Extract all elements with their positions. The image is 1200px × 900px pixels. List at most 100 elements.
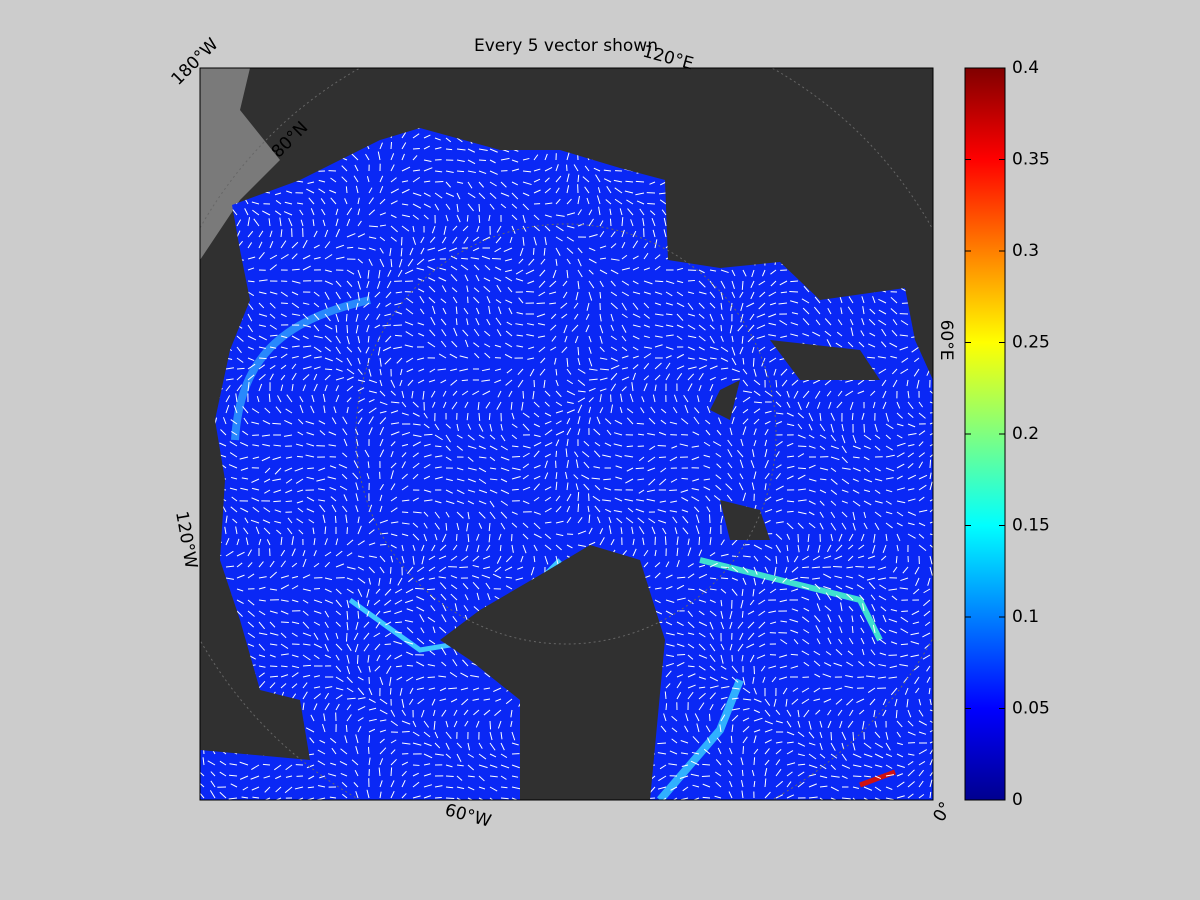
vector <box>720 357 729 362</box>
vector <box>533 214 540 221</box>
vector <box>665 654 675 657</box>
vector <box>533 555 536 563</box>
vector <box>731 405 737 414</box>
vector <box>379 390 386 397</box>
vector <box>323 713 326 722</box>
vector <box>742 566 749 573</box>
vector <box>269 621 276 628</box>
vector <box>885 445 893 451</box>
vector <box>280 575 290 579</box>
vector <box>929 533 933 537</box>
vector <box>566 409 575 414</box>
vector <box>731 665 738 674</box>
vector <box>566 517 572 524</box>
vector <box>389 577 392 585</box>
vector <box>456 489 465 495</box>
vector <box>302 254 311 260</box>
vector <box>324 357 333 362</box>
vector <box>445 170 454 173</box>
vector <box>423 203 431 208</box>
vector <box>669 750 678 755</box>
vector <box>764 739 772 744</box>
vector <box>758 632 766 638</box>
vector <box>654 291 663 295</box>
vector <box>720 566 729 569</box>
vector <box>687 588 695 591</box>
vector <box>511 214 518 221</box>
vector <box>874 731 881 738</box>
vector <box>915 687 920 694</box>
vector <box>621 346 628 352</box>
vector <box>896 452 905 458</box>
vector <box>412 236 417 245</box>
vector <box>929 430 933 436</box>
vector <box>236 384 243 392</box>
vector <box>357 291 360 301</box>
vector <box>533 496 540 502</box>
vector <box>691 488 700 491</box>
vector <box>296 500 304 504</box>
vector <box>838 638 843 645</box>
vector <box>801 596 810 601</box>
vector <box>750 460 755 469</box>
vector <box>434 500 442 504</box>
vector <box>742 698 752 701</box>
vector <box>874 489 881 495</box>
vector <box>584 186 590 194</box>
vector <box>720 291 724 300</box>
vector <box>709 632 715 640</box>
vector <box>929 451 933 458</box>
vector <box>849 319 854 326</box>
vector <box>511 455 521 458</box>
vector <box>593 466 601 469</box>
vector <box>629 393 634 403</box>
vector <box>868 318 876 326</box>
vector <box>266 539 271 546</box>
vector <box>379 417 387 425</box>
vector <box>243 527 249 535</box>
vector <box>659 181 667 186</box>
vector <box>621 386 627 392</box>
vector <box>841 753 847 761</box>
vector <box>324 632 329 641</box>
vector <box>715 474 722 480</box>
vector <box>900 628 909 634</box>
vector <box>610 313 614 322</box>
vector <box>871 604 876 612</box>
vector <box>300 219 304 227</box>
vector <box>434 796 442 799</box>
vector <box>428 687 436 691</box>
vector <box>929 472 932 480</box>
vector <box>676 559 680 568</box>
vector <box>929 791 932 799</box>
vector <box>339 760 348 766</box>
vector <box>486 544 491 551</box>
vector <box>379 747 387 755</box>
vector <box>310 714 315 722</box>
vector <box>632 346 639 351</box>
vector <box>324 692 330 700</box>
vector <box>632 372 637 381</box>
vector <box>808 742 816 746</box>
vector <box>658 775 667 782</box>
vector <box>342 428 348 436</box>
vector <box>918 749 928 755</box>
vector <box>654 562 661 568</box>
vector <box>322 219 326 227</box>
vector <box>764 508 773 513</box>
vector <box>335 694 343 700</box>
vector <box>682 786 689 792</box>
vector <box>329 796 337 799</box>
vector <box>412 555 415 565</box>
vector <box>808 489 816 493</box>
vector <box>753 428 757 436</box>
vector <box>351 153 359 161</box>
vector <box>366 599 370 607</box>
vector <box>247 562 253 568</box>
vector <box>418 368 425 372</box>
vector <box>397 577 403 586</box>
vector <box>716 737 722 744</box>
vector <box>506 368 513 374</box>
vector <box>626 408 634 414</box>
vector <box>555 247 561 256</box>
